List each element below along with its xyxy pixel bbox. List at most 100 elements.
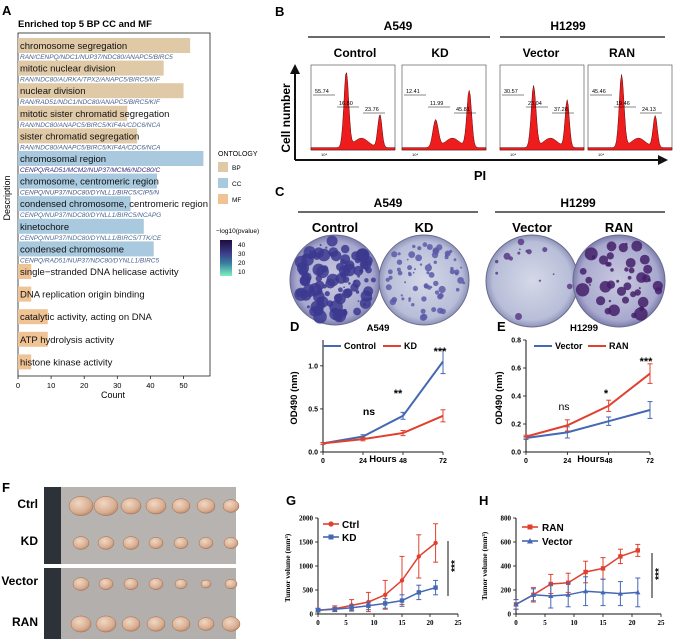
term-bar-8: [18, 218, 144, 234]
term-bar-7: [18, 196, 131, 212]
colony-1-28: [397, 270, 403, 276]
colony-3-39: [625, 258, 636, 268]
panel-g-sig: ***: [450, 560, 461, 572]
flow-histogram-3: [587, 74, 673, 151]
colony-1-50: [446, 251, 450, 255]
d-chart-xtick-label-72: 72: [439, 458, 447, 465]
colony-1-52: [387, 269, 393, 275]
tumor-3-0: [70, 615, 92, 633]
panel-f-label-kd: KD: [21, 534, 39, 548]
colony-1-35: [462, 281, 466, 285]
colony-2-13: [566, 283, 573, 290]
panel-b-x-arrowhead: [658, 155, 668, 165]
panel-letter-e: E: [497, 319, 506, 334]
colony-3-13: [624, 267, 629, 272]
colony-1-66: [434, 290, 440, 295]
ontology-label-cc: CC: [232, 181, 242, 188]
colony-2-5: [495, 271, 499, 275]
term-bar-0: [18, 38, 191, 53]
g-chart-series-Ctrl: [317, 542, 437, 611]
term-label-4: sister chromatid segregation: [20, 131, 139, 142]
tumor-0-1: [93, 496, 119, 516]
panel-letter-g: G: [286, 493, 296, 508]
tumor-2-2: [123, 578, 139, 590]
colony-1-34: [389, 298, 396, 306]
colony-1-7: [397, 252, 401, 256]
d-chart-xtick-label-0: 0: [321, 458, 325, 465]
panel-e-chart: 0 24 48 72 0.0 0.2 0.4 0.6 0.8: [511, 338, 654, 466]
pvalue-tick-20: 20: [238, 260, 246, 267]
flow-value-3-1: 19.46: [616, 101, 630, 107]
term-genes-0: RAN/CENPQ/NDC1/NUP37/NDC80/ANAPC5/BIRC5: [20, 54, 173, 61]
flow-value-3-0: 45.46: [592, 89, 606, 95]
panel-b-xlabel: PI: [474, 168, 486, 183]
colony-1-30: [408, 297, 412, 300]
colony-0-88: [316, 297, 325, 305]
colony-0-92: [302, 284, 316, 298]
e-chart-ytick-label-0.2: 0.2: [511, 422, 521, 429]
ontology-legend-title: ONTOLOGY: [218, 151, 258, 158]
colony-0-102: [312, 263, 325, 276]
panel-b-y-arrowhead: [290, 64, 300, 74]
colony-0-101: [310, 288, 314, 292]
pvalue-legend-title: −log10(pvalue): [216, 228, 259, 235]
g-chart-xtick-label-0: 0: [316, 619, 320, 627]
colony-1-8: [428, 272, 435, 278]
colony-0-80: [338, 287, 343, 293]
ontology-label-mf: MF: [232, 197, 241, 204]
term-label-11: DNA replication origin binding: [20, 290, 145, 301]
legend-label-kd: KD: [404, 341, 417, 351]
colony-0-79: [343, 288, 353, 298]
panel-letter-b: B: [275, 4, 284, 19]
colony-0-24: [353, 265, 364, 276]
colony-1-43: [455, 272, 459, 276]
flow-value-0-0: 55.74: [315, 89, 329, 95]
panel-b-group-a549: A549: [384, 19, 413, 33]
colony-1-59: [438, 292, 444, 299]
e-chart-ytick-label-0.6: 0.6: [511, 366, 521, 373]
panel-c: C A549 H1299 Control KD Vector RAN: [275, 184, 666, 328]
term-bar-1: [18, 60, 164, 76]
tumor-3-4: [171, 616, 191, 632]
term-bar-10: [18, 264, 32, 279]
colony-3-11: [598, 255, 609, 265]
colony-0-107: [346, 267, 351, 273]
colony-2-8: [526, 249, 532, 255]
h-chart-ytick-label-600: 600: [501, 539, 512, 547]
panel-letter-c: C: [275, 184, 285, 199]
panel-d: D A549 0 24 48 72 0.0 0.5 1.0 Control KD ns **…: [289, 319, 447, 465]
colony-1-53: [401, 297, 405, 301]
e-chart-ytick-label-0.4: 0.4: [511, 394, 521, 401]
d-chart-xtick-label-48: 48: [399, 458, 407, 465]
colony-1-65: [433, 260, 437, 264]
panel-a-xlabel: Count: [101, 390, 126, 400]
tumor-2-1: [98, 578, 114, 590]
flow-box-2: [499, 64, 585, 151]
legend-label-control: Control: [344, 341, 376, 351]
h-chart-xtick-label-25: 25: [658, 619, 666, 627]
flow-tick-3: 10⁴: [598, 152, 604, 157]
colony-plate-2: [485, 234, 579, 328]
colony-1-24: [391, 251, 398, 258]
colony-1-58: [408, 271, 411, 275]
g-chart-ytick-label-2000: 2000: [299, 515, 314, 523]
colony-0-87: [341, 244, 350, 254]
panel-b-ylabel: Cell number: [279, 83, 293, 153]
panel-c-label-vector: Vector: [512, 220, 552, 235]
panel-d-sig-24: ns: [363, 406, 375, 418]
term-genes-3: RAN/NDC80/ANAPC5/BIRC5/KIF4A/CDC6/NCA: [20, 122, 161, 129]
colony-1-32: [457, 277, 464, 284]
colony-1-17: [449, 249, 453, 253]
panel-c-label-kd: KD: [415, 220, 434, 235]
panel-c-group-h1299: H1299: [560, 196, 596, 210]
flow-tick-0: 10⁴: [321, 152, 327, 157]
term-bar-3: [18, 105, 128, 121]
a-xtick-label-50: 50: [179, 381, 187, 390]
tumor-0-5: [196, 498, 216, 514]
legend-label-ran-h: RAN: [542, 523, 564, 534]
colony-3-1: [643, 264, 653, 274]
a-xtick-label-40: 40: [146, 381, 154, 390]
colony-0-45: [327, 251, 330, 254]
panel-letter-f: F: [2, 480, 10, 495]
panel-b-label-kd: KD: [431, 46, 449, 60]
